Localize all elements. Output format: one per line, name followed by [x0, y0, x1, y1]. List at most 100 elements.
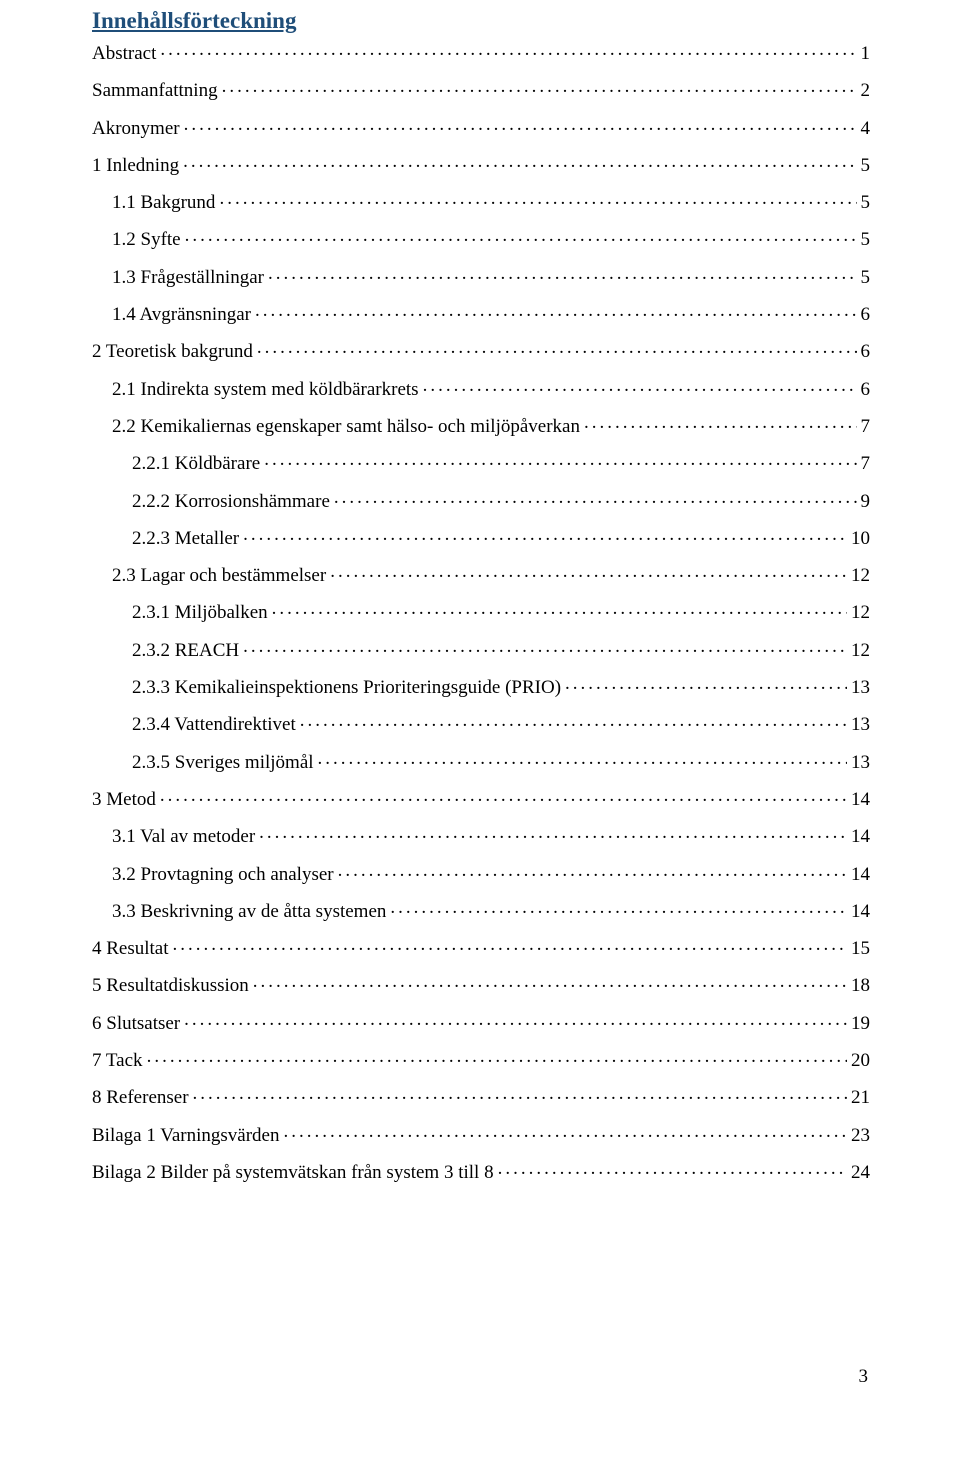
toc-entry-label: 2.3 Lagar och bestämmelser [92, 566, 326, 585]
toc-entry: Bilaga 2 Bilder på systemvätskan från sy… [92, 1159, 870, 1182]
toc-entry-label: 3 Metod [92, 790, 156, 809]
toc-entry-label: 1.1 Bakgrund [92, 193, 215, 212]
toc-entry-label: 2.3.5 Sveriges miljömål [92, 753, 314, 772]
toc-entry-page: 14 [851, 790, 870, 809]
toc-title: Innehållsförteckning [92, 8, 870, 34]
toc-dots [222, 77, 857, 96]
toc-entry-page: 20 [851, 1051, 870, 1070]
toc-entry-label: 6 Slutsatser [92, 1014, 180, 1033]
toc-entry-label: 2.2 Kemikaliernas egenskaper samt hälso-… [92, 417, 580, 436]
toc-entry: 3 Metod 14 [92, 786, 870, 809]
toc-dots [264, 450, 856, 469]
toc-entry-page: 24 [851, 1163, 870, 1182]
toc-dots [253, 972, 847, 991]
toc-entry-page: 12 [851, 603, 870, 622]
toc-entry-label: 4 Resultat [92, 939, 169, 958]
toc-entry-label: 2.2.2 Korrosionshämmare [92, 492, 330, 511]
toc-entry: 8 Referenser21 [92, 1084, 870, 1107]
toc-entry-label: 1.4 Avgränsningar [92, 305, 251, 324]
toc-entry: 2.1 Indirekta system med köldbärarkrets6 [92, 376, 870, 399]
toc-dots [184, 115, 857, 134]
toc-entry: 2.3 Lagar och bestämmelser12 [92, 562, 870, 585]
toc-entry: 2.2.1 Köldbärare7 [92, 450, 870, 473]
toc-dots [255, 301, 857, 320]
toc-entry: 2 Teoretisk bakgrund 6 [92, 338, 870, 361]
toc-entry: 5 Resultatdiskussion 18 [92, 972, 870, 995]
page-number: 3 [859, 1366, 869, 1388]
toc-entry: 3.1 Val av metoder14 [92, 823, 870, 846]
toc-entry: 2.3.1 Miljöbalken 12 [92, 599, 870, 622]
toc-dots [185, 226, 857, 245]
toc-entry-label: Abstract [92, 44, 156, 63]
toc-dots [219, 189, 856, 208]
toc-entry-page: 19 [851, 1014, 870, 1033]
toc-dots [330, 562, 847, 581]
toc-entry-page: 6 [861, 380, 871, 399]
toc-entry-label: 2.3.2 REACH [92, 641, 239, 660]
toc-entry-page: 6 [861, 342, 871, 361]
toc-dots [259, 823, 847, 842]
toc-dots [147, 1047, 847, 1066]
toc-dots [268, 264, 857, 283]
toc-entry-page: 1 [861, 44, 871, 63]
toc-entry-label: 2 Teoretisk bakgrund [92, 342, 253, 361]
toc-dots [272, 599, 847, 618]
toc-dots [193, 1084, 847, 1103]
toc-entry-page: 5 [861, 156, 871, 175]
toc-dots [565, 674, 847, 693]
toc-dots [284, 1122, 848, 1141]
toc-entry-page: 2 [861, 81, 871, 100]
toc-entry: Sammanfattning 2 [92, 77, 870, 100]
toc-entry-label: 2.3.1 Miljöbalken [92, 603, 268, 622]
toc-entry: 1.4 Avgränsningar6 [92, 301, 870, 324]
toc-dots [318, 749, 847, 768]
toc-dots [243, 637, 847, 656]
toc-dots [423, 376, 857, 395]
toc-entry-page: 5 [861, 230, 871, 249]
toc-entry: Bilaga 1 Varningsvärden 23 [92, 1122, 870, 1145]
toc-entry-page: 5 [861, 193, 871, 212]
toc-entry-page: 12 [851, 641, 870, 660]
toc-entry: 1.2 Syfte 5 [92, 226, 870, 249]
toc-dots [257, 338, 857, 357]
toc-entry-label: 5 Resultatdiskussion [92, 976, 249, 995]
toc-entry-label: 2.3.4 Vattendirektivet [92, 715, 296, 734]
toc-entry: Akronymer4 [92, 115, 870, 138]
toc-entry-label: 1.2 Syfte [92, 230, 181, 249]
toc-entry-label: Akronymer [92, 119, 180, 138]
toc-entry-page: 23 [851, 1126, 870, 1145]
toc-dots [584, 413, 857, 432]
toc-entry-page: 18 [851, 976, 870, 995]
toc-entry: 2.2.2 Korrosionshämmare 9 [92, 488, 870, 511]
toc-entry-label: 8 Referenser [92, 1088, 189, 1107]
toc-dots [160, 40, 856, 59]
toc-entry-label: Sammanfattning [92, 81, 218, 100]
toc-dots [173, 935, 847, 954]
toc-dots [300, 711, 847, 730]
toc-entry-page: 13 [851, 715, 870, 734]
toc-entry: 2.2 Kemikaliernas egenskaper samt hälso-… [92, 413, 870, 436]
toc-entry-label: 2.2.1 Köldbärare [92, 454, 260, 473]
toc-entry: 2.3.3 Kemikalieinspektionens Prioriterin… [92, 674, 870, 697]
toc-entry: 2.2.3 Metaller10 [92, 525, 870, 548]
toc-dots [184, 1010, 847, 1029]
toc-entry-page: 13 [851, 753, 870, 772]
toc-entry: 1.3 Frågeställningar5 [92, 264, 870, 287]
toc-dots [334, 488, 857, 507]
toc-entry-label: Bilaga 1 Varningsvärden [92, 1126, 280, 1145]
toc-entry-label: Bilaga 2 Bilder på systemvätskan från sy… [92, 1163, 494, 1182]
toc-dots [160, 786, 847, 805]
toc-entry: 2.3.5 Sveriges miljömål 13 [92, 749, 870, 772]
toc-entry-label: 1.3 Frågeställningar [92, 268, 264, 287]
toc-entry: 4 Resultat15 [92, 935, 870, 958]
toc-dots [498, 1159, 847, 1178]
toc-entry: 3.3 Beskrivning av de åtta systemen14 [92, 898, 870, 921]
toc-entry: 7 Tack20 [92, 1047, 870, 1070]
toc-dots [183, 152, 856, 171]
toc-entry-page: 9 [861, 492, 871, 511]
toc-entry: 2.3.4 Vattendirektivet 13 [92, 711, 870, 734]
page-container: Innehållsförteckning Abstract 1 Sammanfatt… [0, 0, 960, 1466]
toc-list: Abstract1Sammanfattning2Akronymer41 Inle… [92, 40, 870, 1182]
toc-entry: 2.3.2 REACH 12 [92, 637, 870, 660]
toc-entry: 6 Slutsatser 19 [92, 1010, 870, 1033]
